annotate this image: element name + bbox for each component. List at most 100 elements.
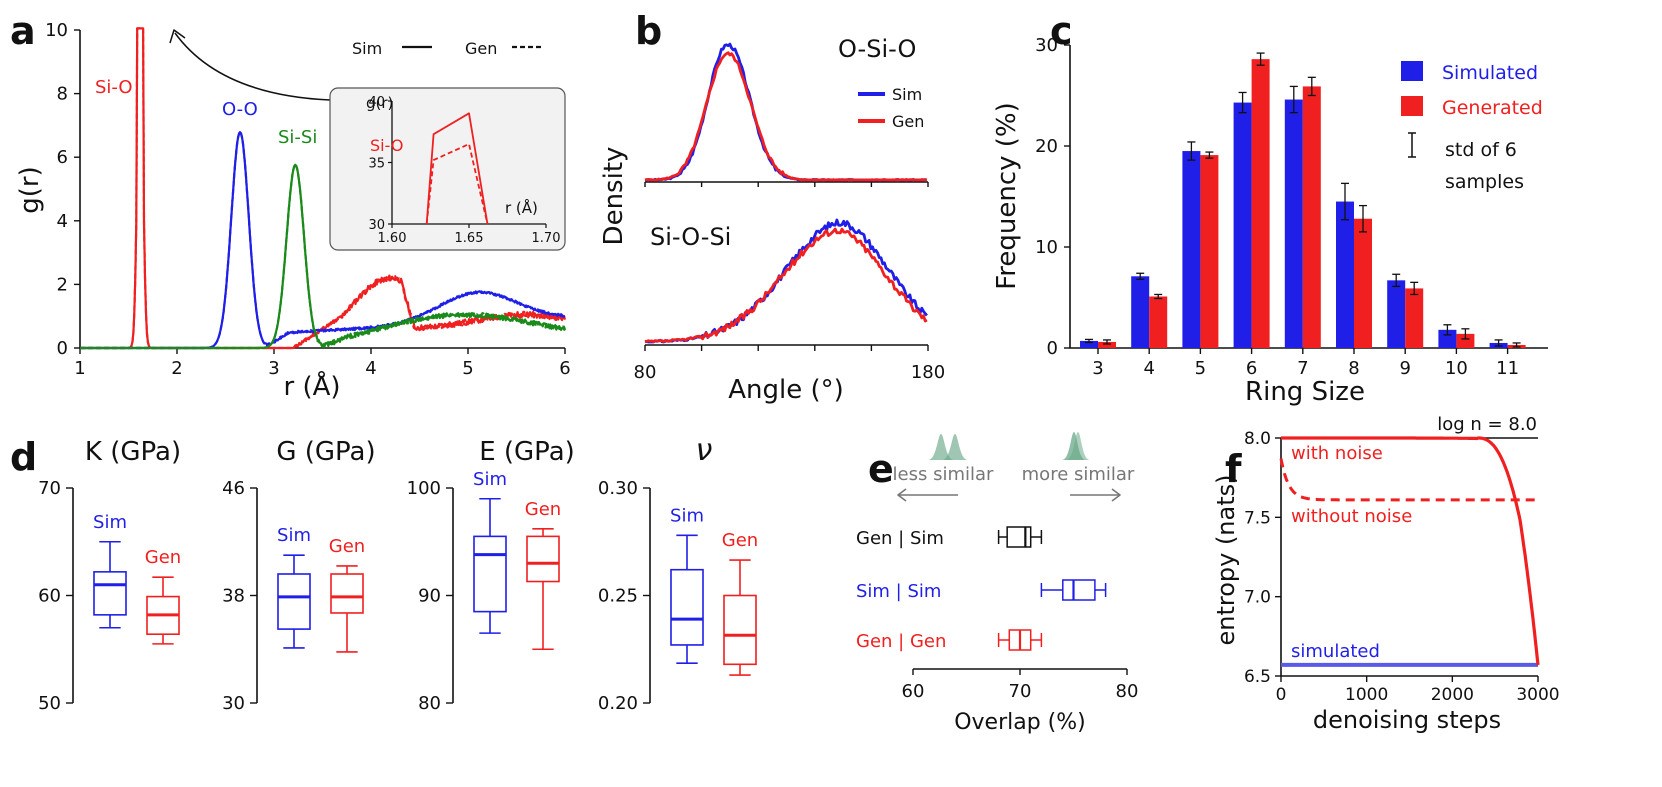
- y-tick-label: 2: [57, 274, 68, 295]
- y-tick-label: 30: [222, 693, 245, 714]
- y-tick-label: 8: [57, 84, 68, 105]
- with-noise-label: with noise: [1291, 443, 1383, 464]
- subplot-title: ν: [696, 433, 713, 468]
- subplot-title: E (GPa): [479, 437, 575, 467]
- simulated-bar: [1336, 201, 1354, 348]
- x-tick-label: 3: [1092, 358, 1103, 379]
- legend-sim-label: Sim: [892, 85, 922, 104]
- panel-label-e: e: [868, 447, 894, 491]
- simulated-bar: [1387, 280, 1406, 348]
- y-tick-label: 0: [1047, 338, 1058, 359]
- panel-label-f: f: [1225, 447, 1242, 491]
- inset-gen-line: [425, 143, 489, 225]
- entropy-chart: 0 1000 2000 3000 6.5 7.0 7.5 8.0 denoising steps…: [1212, 414, 1560, 734]
- si-o-peak-label: Si-O: [95, 77, 133, 98]
- x-tick-label: 8: [1348, 358, 1359, 379]
- y-tick-label: 0.20: [598, 693, 638, 714]
- simulated-bar: [1182, 151, 1201, 348]
- inset-x-tick-label: 1.60: [378, 231, 407, 246]
- rdf-chart: 1 2 3 4 5 6 0 2 4 6 8 10 r (Å) g(r) Si-O O-O Si-Si Sim Gen…: [15, 20, 571, 402]
- y-tick-label: 80: [418, 693, 441, 714]
- overlap-box-plot: 60 70 80 Overlap (%) less similar more simila…: [856, 432, 1138, 735]
- x-tick-label: 70: [1009, 681, 1032, 702]
- si-o-si-gen-line: [644, 227, 928, 344]
- sim-box: [93, 571, 127, 616]
- simulated-bar: [1131, 276, 1150, 348]
- x-tick-label: 9: [1399, 358, 1410, 379]
- legend-generated-label: Generated: [1442, 97, 1543, 119]
- inset-box: [329, 87, 566, 251]
- o-o-peak-label: O-O: [222, 99, 258, 120]
- y-tick-label: 46: [222, 478, 245, 499]
- simulated-bar: [1233, 102, 1252, 348]
- panel-label-b: b: [635, 9, 662, 53]
- x-tick-label: 5: [462, 358, 473, 379]
- sim-label: Sim: [670, 505, 704, 526]
- y-tick-label: 38: [222, 586, 245, 607]
- gen-label: Gen: [722, 530, 758, 551]
- y-tick-label: 7.5: [1244, 508, 1271, 528]
- x-tick-label: 80: [634, 362, 657, 383]
- inset-y-label: g(r): [366, 94, 393, 112]
- generated-bar: [1098, 341, 1116, 348]
- legend-sim-label: Sim: [352, 39, 382, 58]
- inset-si-o-label: Si-O: [370, 136, 403, 155]
- x-axis-label: r (Å): [283, 370, 340, 402]
- more-similar-dist-2: [1066, 432, 1090, 460]
- simulated-label: simulated: [1291, 641, 1380, 662]
- row-box: [1006, 526, 1032, 548]
- y-tick-label: 8.0: [1244, 429, 1271, 449]
- row-box: [1062, 579, 1096, 601]
- y-tick-label: 6.5: [1244, 667, 1271, 687]
- x-axis-label: Ring Size: [1245, 377, 1365, 407]
- less-similar-arrowhead: [897, 488, 907, 502]
- y-tick-label: 10: [1035, 237, 1058, 258]
- x-tick-label: 6: [559, 358, 570, 379]
- x-tick-label: 2000: [1431, 685, 1474, 705]
- inset-x-tick-label: 1.65: [455, 231, 484, 246]
- y-tick-label: 0.30: [598, 478, 638, 499]
- x-axis-label: Angle (°): [728, 375, 844, 405]
- x-axis-label: denoising steps: [1313, 706, 1501, 734]
- si-si-peak-label: Si-Si: [278, 127, 317, 148]
- y-tick-label: 6: [57, 147, 68, 168]
- y-tick-label: 20: [1035, 136, 1058, 157]
- legend-simulated-label: Simulated: [1442, 62, 1538, 84]
- legend-generated-swatch: [1401, 96, 1423, 116]
- inset-pointer-arrowhead: [169, 29, 186, 44]
- panel-label-c: c: [1050, 9, 1073, 53]
- x-tick-label: 7: [1297, 358, 1308, 379]
- generated-bar: [1405, 288, 1424, 348]
- gen-label: Gen: [329, 536, 365, 557]
- inset-y-tick-label: 40: [368, 95, 385, 110]
- y-axis-label: Density: [599, 147, 629, 246]
- ring-size-bar-chart: 0 10 20 30 Ring Size Frequency (%) 3 4 5 6 7 8 9 10 11…: [992, 35, 1548, 407]
- gen-box: [723, 594, 757, 666]
- legend-gen-label: Gen: [892, 112, 924, 131]
- x-tick-label: 0: [1276, 685, 1287, 705]
- gen-label: Gen: [145, 547, 181, 568]
- y-axis-label: entropy (nats): [1212, 474, 1240, 645]
- x-tick-label: 4: [365, 358, 376, 379]
- subplot-title: K (GPa): [85, 437, 181, 467]
- less-similar-label: less similar: [893, 464, 994, 485]
- subplot-title: G (GPa): [276, 437, 375, 467]
- simulated-bar: [1438, 329, 1457, 348]
- panel-label-a: a: [10, 9, 36, 53]
- generated-bar: [1149, 296, 1168, 348]
- less-similar-dist-2: [942, 434, 968, 460]
- y-tick-label: 4: [57, 211, 68, 232]
- x-tick-label: 3: [268, 358, 279, 379]
- y-axis-label: Frequency (%): [992, 102, 1022, 290]
- inset-y-tick-label: 35: [368, 157, 385, 172]
- y-tick-label: 100: [407, 478, 441, 499]
- legend-gen-label: Gen: [465, 39, 497, 58]
- panel-label-d: d: [10, 435, 37, 479]
- x-tick-label: 180: [911, 362, 945, 383]
- generated-bar: [1354, 218, 1372, 348]
- y-tick-label: 10: [45, 20, 68, 41]
- y-axis-label: g(r): [15, 166, 45, 213]
- y-tick-label: 50: [38, 693, 61, 714]
- sim-box: [277, 573, 311, 630]
